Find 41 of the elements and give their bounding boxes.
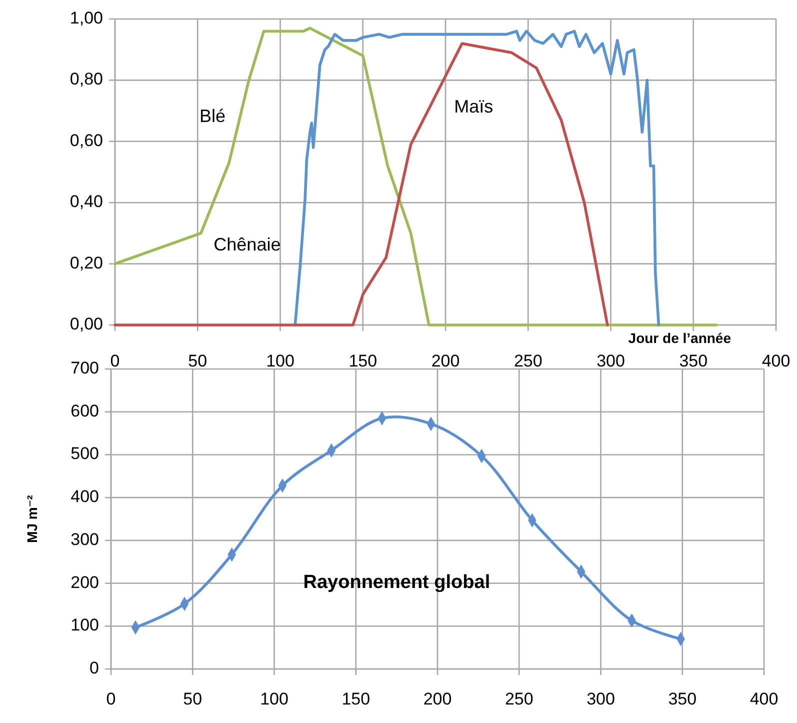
y-tick-label: 500 — [70, 444, 99, 464]
y-tick-label: 0,20 — [70, 253, 103, 272]
y-tick-label: 0 — [90, 658, 99, 678]
x-tick-label: 300 — [586, 689, 615, 708]
x-tick-label: 400 — [750, 689, 778, 708]
annotation: Maïs — [454, 96, 494, 116]
x-tick-label: 200 — [431, 351, 460, 370]
x-tick-label: 400 — [762, 351, 790, 370]
x-tick-label: 0 — [110, 351, 120, 370]
y-tick-label: 0,60 — [70, 130, 103, 150]
y-tick-label: 0,00 — [70, 314, 103, 334]
x-tick-label: 100 — [260, 689, 288, 708]
x-tick-label: 350 — [679, 351, 708, 370]
x-tick-label: 150 — [348, 351, 378, 370]
x-tick-label: 350 — [668, 689, 697, 708]
line-series — [114, 26, 718, 326]
y-tick-label: 100 — [70, 616, 99, 635]
y-tick-label: 200 — [70, 572, 99, 592]
x-tick-label: 100 — [266, 351, 294, 370]
x-tick-label: 150 — [342, 689, 370, 708]
y-tick-label: 700 — [70, 358, 99, 378]
x-axis-title: Jour de l’année — [628, 330, 732, 346]
annotation: Chênaie — [214, 234, 281, 254]
y-tick-label: 0,40 — [70, 192, 103, 212]
x-tick-label: 0 — [106, 689, 116, 708]
x-tick-label: 250 — [504, 689, 534, 708]
annotation: Rayonnement global — [303, 572, 490, 594]
line-series — [114, 42, 609, 326]
y-axis-title: MJ m⁻² — [24, 494, 40, 543]
line-series — [294, 30, 660, 326]
y-tick-label: 1,00 — [70, 8, 103, 28]
x-tick-label: 200 — [423, 689, 452, 708]
x-tick-label: 250 — [514, 351, 542, 370]
x-tick-label: 50 — [188, 351, 208, 370]
annotation: Blé — [199, 106, 226, 126]
y-tick-label: 0,80 — [70, 70, 103, 89]
y-tick-label: 400 — [70, 487, 99, 506]
y-tick-label: 300 — [70, 530, 99, 549]
x-tick-label: 300 — [596, 351, 625, 370]
y-tick-label: 600 — [70, 401, 99, 420]
x-tick-label: 50 — [183, 689, 202, 708]
